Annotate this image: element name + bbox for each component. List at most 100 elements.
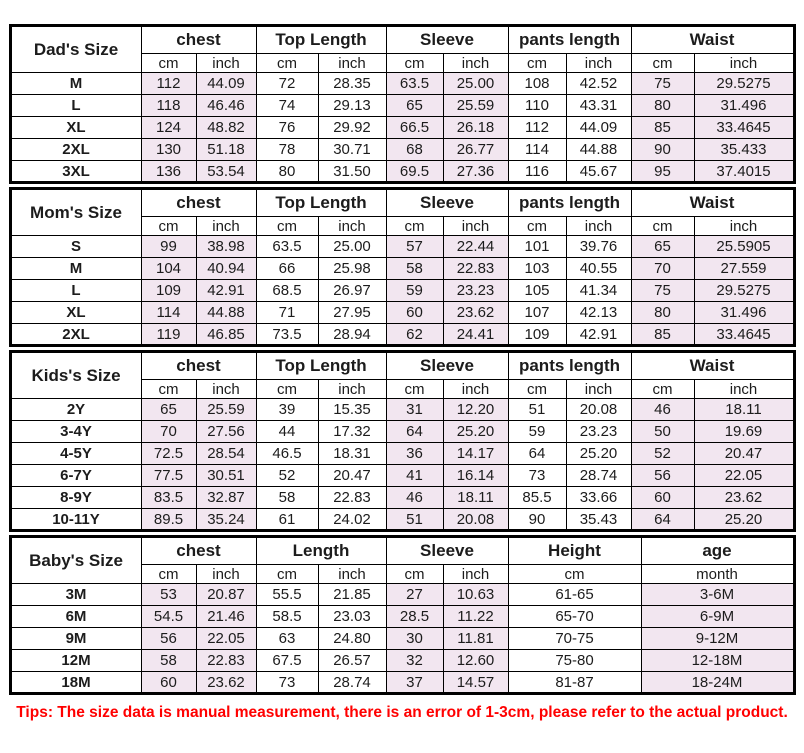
value-cell: 46.46 (195, 94, 257, 117)
unit-header: cm (507, 53, 567, 73)
value-cell: 112 (140, 72, 197, 95)
value-cell: 56 (140, 627, 197, 650)
value-cell: 42.52 (565, 72, 632, 95)
value-cell: 60 (630, 486, 695, 509)
value-cell: 58.5 (255, 605, 319, 628)
value-cell: 41.34 (565, 279, 632, 302)
value-cell: 24.80 (317, 627, 387, 650)
unit-header: cm (630, 379, 695, 399)
value-cell: 12-18M (640, 649, 795, 672)
value-cell: 35.433 (693, 138, 795, 161)
value-cell: 73.5 (255, 323, 319, 346)
value-cell: 118 (140, 94, 197, 117)
value-cell: 46.5 (255, 442, 319, 465)
value-cell: 23.23 (442, 279, 509, 302)
value-cell: 63.5 (255, 235, 319, 258)
unit-header: inch (565, 216, 632, 236)
unit-header: cm (255, 216, 319, 236)
unit-header: cm (140, 564, 197, 584)
value-cell: 75 (630, 72, 695, 95)
table-row: M 104 40.94 66 25.98 58 22.83 103 40.55 70 27.559 (9, 257, 795, 280)
value-cell: 61 (255, 508, 319, 531)
value-cell: 60 (140, 671, 197, 694)
value-cell: 73 (507, 464, 567, 487)
column-group-header: Top Length (255, 351, 387, 380)
column-group-header: Sleeve (385, 25, 509, 54)
value-cell: 67.5 (255, 649, 319, 672)
table-row: 8-9Y 83.5 32.87 58 22.83 46 18.11 85.5 33.66 60 23… (9, 486, 795, 509)
value-cell: 15.35 (317, 398, 387, 421)
column-group-header: pants length (507, 25, 632, 54)
value-cell: 60 (385, 301, 444, 324)
value-cell: 31.496 (693, 301, 795, 324)
value-cell: 62 (385, 323, 444, 346)
value-cell: 28.74 (565, 464, 632, 487)
unit-header: inch (317, 379, 387, 399)
value-cell: 27 (385, 583, 444, 606)
tips-note: Tips: The size data is manual measuremen… (16, 704, 788, 721)
value-cell: 14.57 (442, 671, 509, 694)
value-cell: 108 (507, 72, 567, 95)
unit-header: cm (255, 379, 319, 399)
column-group-header: Height (507, 536, 642, 565)
value-cell: 80 (255, 160, 319, 183)
unit-header: month (640, 564, 795, 584)
value-cell: 42.91 (195, 279, 257, 302)
value-cell: 44 (255, 420, 319, 443)
value-cell: 37.4015 (693, 160, 795, 183)
column-group-header: chest (140, 188, 257, 217)
value-cell: 31 (385, 398, 444, 421)
value-cell: 25.20 (442, 420, 509, 443)
value-cell: 17.32 (317, 420, 387, 443)
column-group-header: Sleeve (385, 536, 509, 565)
value-cell: 58 (385, 257, 444, 280)
value-cell: 22.83 (195, 649, 257, 672)
value-cell: 11.81 (442, 627, 509, 650)
column-group-header: chest (140, 351, 257, 380)
value-cell: 130 (140, 138, 197, 161)
value-cell: 70 (630, 257, 695, 280)
value-cell: 44.09 (565, 116, 632, 139)
value-cell: 32 (385, 649, 444, 672)
value-cell: 64 (507, 442, 567, 465)
row-size-label: 3M (9, 583, 142, 606)
value-cell: 20.08 (565, 398, 632, 421)
value-cell: 12.20 (442, 398, 509, 421)
header-row-groups: Mom's Size chest Top Length Sleeve pants len… (9, 188, 795, 236)
size-table-babys: Baby's Size chest Length Sleeve Height age cm i… (8, 535, 796, 695)
header-row-groups: Baby's Size chest Length Sleeve Height age (9, 536, 795, 584)
tables-container: Dad's Size chest Top Length Sleeve pants len… (0, 24, 804, 695)
unit-header: inch (693, 216, 795, 236)
unit-header: cm (140, 379, 197, 399)
value-cell: 52 (630, 442, 695, 465)
unit-header: cm (385, 216, 444, 236)
value-cell: 3-6M (640, 583, 795, 606)
row-size-label: 6-7Y (9, 464, 142, 487)
value-cell: 24.41 (442, 323, 509, 346)
value-cell: 103 (507, 257, 567, 280)
value-cell: 25.00 (317, 235, 387, 258)
table-row: L 109 42.91 68.5 26.97 59 23.23 105 41.34 75 29.52… (9, 279, 795, 302)
value-cell: 112 (507, 116, 567, 139)
unit-header: inch (442, 216, 509, 236)
value-cell: 38.98 (195, 235, 257, 258)
table-row: 12M 58 22.83 67.5 26.57 32 12.60 75-80 12-18M (9, 649, 795, 672)
unit-header: inch (317, 216, 387, 236)
header-row-units: cm inch cm inch cm inch cm inch cm inch (10, 53, 795, 73)
value-cell: 28.74 (317, 671, 387, 694)
value-cell: 59 (385, 279, 444, 302)
value-cell: 36 (385, 442, 444, 465)
value-cell: 30 (385, 627, 444, 650)
value-cell: 59 (507, 420, 567, 443)
value-cell: 64 (385, 420, 444, 443)
value-cell: 72.5 (140, 442, 197, 465)
value-cell: 65 (630, 235, 695, 258)
value-cell: 6-9M (640, 605, 795, 628)
value-cell: 80 (630, 301, 695, 324)
table-row: 18M 60 23.62 73 28.74 37 14.57 81-87 18-24M (9, 671, 795, 694)
table-row: L 118 46.46 74 29.13 65 25.59 110 43.31 80 31.496 (9, 94, 795, 117)
value-cell: 25.20 (693, 508, 795, 531)
value-cell: 29.5275 (693, 279, 795, 302)
value-cell: 90 (630, 138, 695, 161)
